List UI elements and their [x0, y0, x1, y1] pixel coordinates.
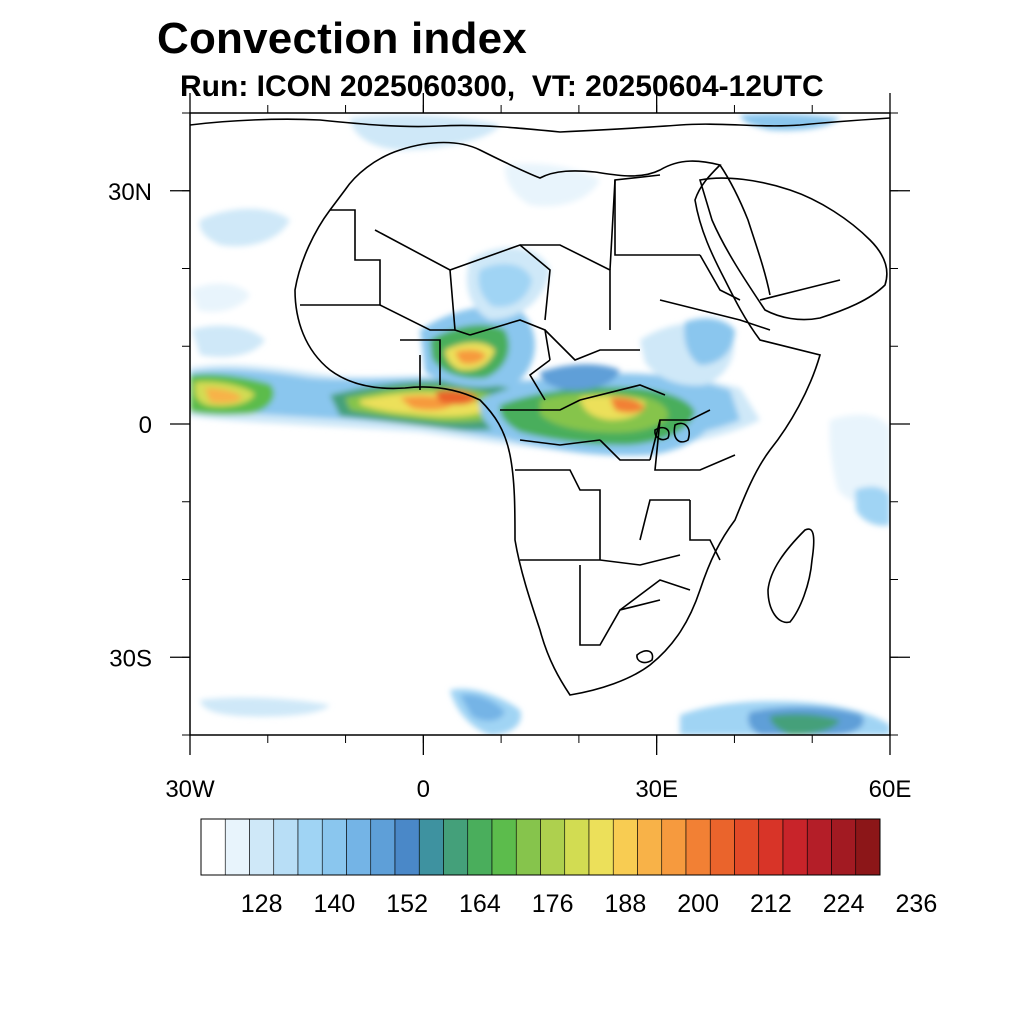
coastlines: [190, 117, 890, 696]
y-tick-label: 30N: [108, 179, 152, 206]
colorbar-box: [564, 818, 590, 876]
colorbar-box: [297, 818, 323, 876]
colorbar-box: [224, 818, 250, 876]
x-tick-label: 30E: [635, 776, 678, 803]
colorbar-box: [443, 818, 469, 876]
colorbar-label: 212: [750, 890, 792, 918]
colorbar-box: [709, 818, 735, 876]
colorbar-box: [515, 818, 541, 876]
colorbar-box: [612, 818, 638, 876]
x-tick-label: 0: [417, 776, 430, 803]
colorbar-box: [831, 818, 857, 876]
colorbar-box: [200, 818, 226, 876]
colorbar-box: [491, 818, 517, 876]
y-tick-label: 30S: [109, 645, 152, 672]
chart-subtitle: Run: ICON 2025060300, VT: 20250604-12UTC: [180, 70, 824, 103]
colorbar-box: [370, 818, 396, 876]
colorbar-box: [540, 818, 566, 876]
colorbar-label: 128: [241, 890, 283, 918]
colorbar-box: [806, 818, 832, 876]
colorbar-box: [685, 818, 711, 876]
chart-title: Convection index: [157, 14, 527, 63]
colorbar-box: [273, 818, 299, 876]
colorbar: 128 140 152 164 176 188 200 212 224 236: [200, 818, 938, 918]
colorbar-label: 176: [532, 890, 574, 918]
colorbar-label: 164: [459, 890, 501, 918]
colorbar-label: 200: [677, 890, 719, 918]
colorbar-box: [661, 818, 687, 876]
y-tick-label: 0: [139, 412, 152, 439]
colorbar-label: 236: [896, 890, 938, 918]
colorbar-label: 152: [386, 890, 428, 918]
colorbar-box: [467, 818, 493, 876]
x-tick-label: 60E: [869, 776, 912, 803]
colorbar-box: [855, 818, 881, 876]
map-axes: 30W 0 30E 60E 30N 0 30S: [108, 93, 911, 803]
colorbar-label: 188: [605, 890, 647, 918]
colorbar-box: [758, 818, 784, 876]
colorbar-frame: [200, 818, 881, 876]
colorbar-box: [782, 818, 808, 876]
colorbar-box: [394, 818, 420, 876]
colorbar-box: [734, 818, 760, 876]
colorbar-box: [249, 818, 275, 876]
colorbar-label: 224: [823, 890, 865, 918]
convection-field: [190, 113, 890, 735]
colorbar-label: 140: [314, 890, 356, 918]
colorbar-box: [418, 818, 444, 876]
colorbar-box: [346, 818, 372, 876]
colorbar-box: [321, 818, 347, 876]
x-tick-label: 30W: [165, 776, 215, 803]
colorbar-box: [637, 818, 663, 876]
colorbar-box: [588, 818, 614, 876]
